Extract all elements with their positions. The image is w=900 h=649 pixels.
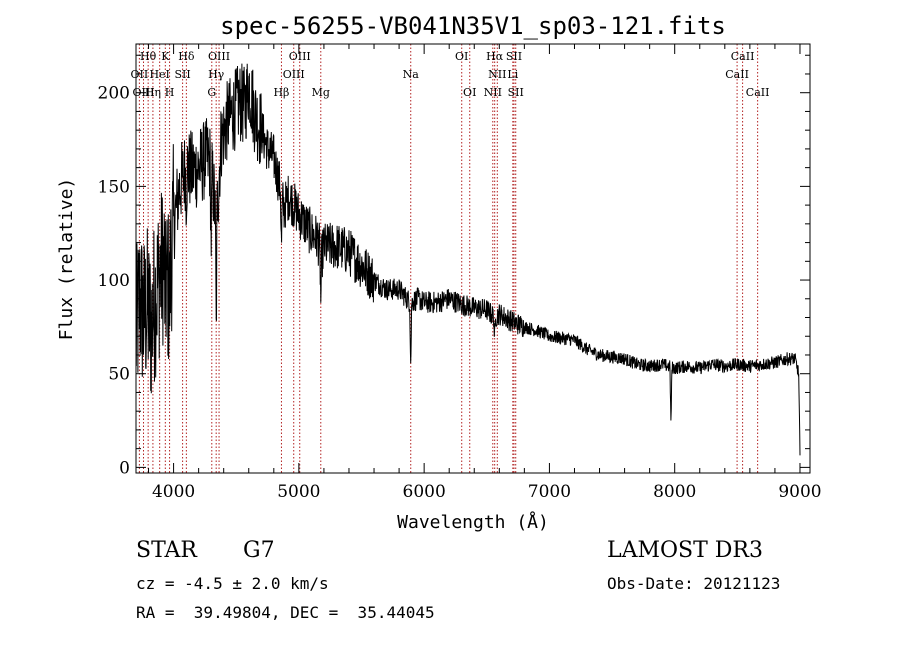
subclass: G7: [243, 538, 275, 563]
velocity-label: cz = -4.5 ± 2.0 km/s: [136, 574, 329, 593]
x-tick-label: 8000: [653, 482, 696, 502]
chart-title: spec-56255-VB041N35V1_sp03-121.fits: [220, 12, 726, 40]
y-tick-label: 100: [98, 271, 130, 291]
spectrum-chart: spec-56255-VB041N35V1_sp03-121.fits Hθ K H…: [56, 12, 822, 533]
x-tick-label: 9000: [778, 482, 821, 502]
coordinates-label: RA = 39.49804, DEC = 35.44045: [136, 603, 435, 622]
plot-frame: [135, 43, 811, 474]
line-marker-label: OI: [455, 50, 468, 63]
x-tick-label: 7000: [528, 482, 571, 502]
line-marker-label: OIII: [283, 68, 305, 81]
survey-label: LAMOST DR3: [607, 538, 763, 563]
line-marker-label: Hγ: [208, 68, 225, 81]
x-axis-ticks: 4000 5000 6000 7000 8000 9000: [148, 44, 822, 502]
line-marker-label: CaII: [731, 50, 755, 63]
line-marker-label: H: [165, 86, 175, 99]
line-marker-label: Hα: [486, 50, 504, 63]
y-tick-label: 50: [108, 365, 130, 385]
spectrum-line: [135, 63, 801, 456]
object-class: STAR: [136, 538, 197, 563]
line-marker-label: Mg: [312, 86, 330, 99]
x-tick-label: 5000: [277, 482, 320, 502]
line-marker-label: HeI: [149, 68, 169, 81]
line-marker-label: NII: [484, 86, 502, 99]
line-marker-label: CaII: [746, 86, 770, 99]
line-marker-label: SII: [174, 68, 190, 81]
y-tick-label: 0: [119, 458, 130, 478]
x-tick-label: 6000: [403, 482, 446, 502]
line-marker-label: Na: [403, 68, 420, 81]
line-marker-label: CaII: [725, 68, 749, 81]
y-tick-label: 150: [98, 177, 130, 197]
line-marker-label: SII: [506, 50, 522, 63]
line-marker-label: Hθ: [140, 50, 157, 63]
y-axis-label: Flux (relative): [56, 178, 77, 341]
line-marker-label: G: [207, 86, 216, 99]
y-tick-label: 200: [98, 84, 130, 104]
line-marker-label: OIII: [289, 50, 311, 63]
obs-date-label: Obs-Date: 20121123: [607, 574, 781, 593]
line-marker-label: Hβ: [273, 86, 289, 99]
line-marker-label: OIII: [208, 50, 230, 63]
line-marker-label: NII: [488, 68, 506, 81]
line-marker-label: K: [161, 50, 170, 63]
line-marker-label: Li: [507, 68, 518, 81]
x-axis-label: Wavelength (Å): [397, 511, 549, 533]
line-marker-label: Hη: [145, 86, 161, 99]
line-marker-label: Hδ: [178, 50, 195, 63]
line-marker-label: OI: [463, 86, 476, 99]
line-marker-label: SII: [508, 86, 524, 99]
y-axis-ticks: 0 50 100 150 200: [98, 54, 810, 478]
x-tick-label: 4000: [152, 482, 195, 502]
line-marker-label: OII: [131, 68, 149, 81]
